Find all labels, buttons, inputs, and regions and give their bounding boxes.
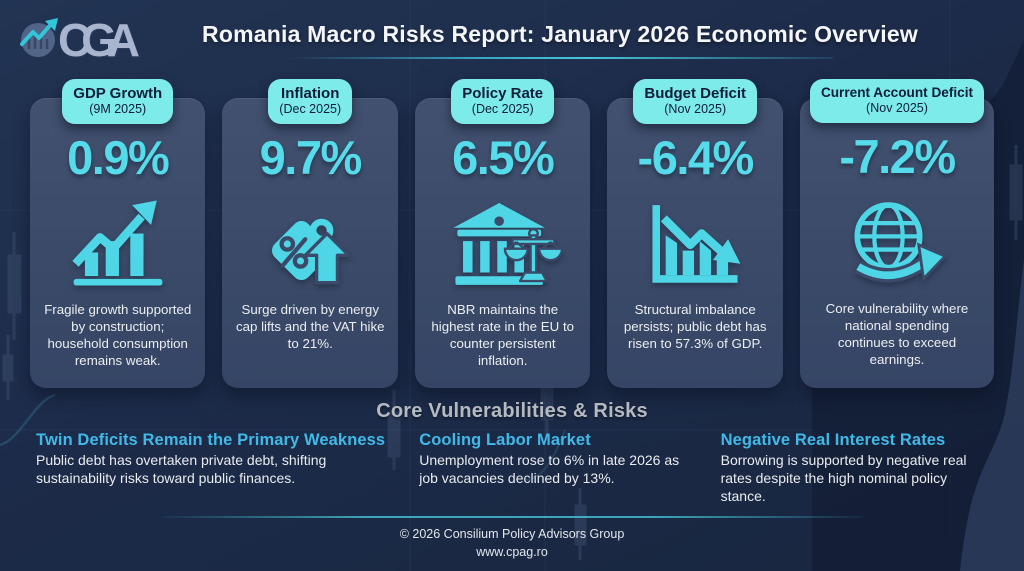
- metric-description: Structural imbalance persists; public de…: [623, 302, 767, 352]
- metric-period: (Nov 2025): [664, 102, 727, 117]
- copyright-text: © 2026 Consilium Policy Advisors Group: [399, 526, 625, 541]
- core-vulnerabilities-section: Core Vulnerabilities & Risks Twin Defici…: [0, 400, 1024, 506]
- metric-period: (Dec 2025): [471, 102, 534, 117]
- risk-item-negative-real-rates: Negative Real Interest Rates Borrowing i…: [721, 431, 988, 506]
- logo-monogram: CGA: [58, 14, 140, 66]
- metric-card-inflation: Inflation (Dec 2025) 9.7%: [222, 79, 398, 388]
- risk-text: Borrowing is supported by negative real …: [720, 452, 967, 504]
- metric-label-pill: Budget Deficit (Nov 2025): [633, 79, 758, 125]
- risk-text: Unemployment rose to 6% in late 2026 as …: [419, 452, 680, 486]
- metric-description: Core vulnerability where national spendi…: [825, 300, 969, 367]
- footer-divider: [162, 515, 862, 518]
- metric-card-gdp-growth: GDP Growth (9M 2025) 0.9% Fragile growth…: [30, 79, 206, 388]
- metric-value: 6.5%: [452, 131, 555, 185]
- logo-chart-arrow-icon: [20, 18, 58, 57]
- risk-title: Cooling Labor Market: [419, 431, 591, 449]
- metric-label-pill: Current Account Deficit (Nov 2025): [809, 79, 984, 123]
- metric-value: -7.2%: [839, 129, 956, 183]
- metric-description: Surge driven by energy cap lifts and the…: [235, 302, 385, 352]
- metric-cards-row: GDP Growth (9M 2025) 0.9% Fragile growth…: [0, 76, 1024, 388]
- metric-label: Inflation: [281, 85, 340, 102]
- central-bank-scales-icon: [444, 191, 562, 295]
- company-logo: CGA: [14, 17, 146, 63]
- metric-label: GDP Growth: [73, 85, 163, 102]
- risk-title: Twin Deficits Remain the Primary Weaknes…: [36, 431, 386, 449]
- header: CGA Romania Macro Risks Report: January …: [0, 0, 1024, 76]
- metric-label-pill: Inflation (Dec 2025): [268, 79, 353, 125]
- footer: © 2026 Consilium Policy Advisors Group w…: [0, 515, 1024, 561]
- metric-card-budget-deficit: Budget Deficit (Nov 2025) -6.4% Structur…: [607, 79, 783, 388]
- metric-value: 9.7%: [259, 131, 363, 185]
- declining-chart-arrow-icon: [643, 191, 747, 295]
- metric-description: Fragile growth supported by construction…: [44, 302, 192, 369]
- page-title: Romania Macro Risks Report: January 2026…: [202, 21, 918, 47]
- risk-item-twin-deficits: Twin Deficits Remain the Primary Weaknes…: [36, 431, 385, 506]
- metric-description: NBR maintains the highest rate in the EU…: [431, 302, 575, 369]
- metric-period: (Nov 2025): [866, 100, 928, 115]
- bar-chart-rising-arrow-icon: [66, 191, 170, 295]
- metric-label: Policy Rate: [462, 85, 544, 102]
- metric-label: Budget Deficit: [644, 85, 747, 102]
- risk-text: Public debt has overtaken private debt, …: [36, 452, 327, 486]
- metric-period: (Dec 2025): [279, 102, 342, 117]
- website-url: www.cpag.ro: [476, 544, 548, 559]
- price-tag-up-arrow-icon: [258, 191, 362, 295]
- risk-columns: Twin Deficits Remain the Primary Weaknes…: [0, 423, 1024, 506]
- risks-heading: Core Vulnerabilities & Risks: [376, 400, 648, 422]
- metric-label-pill: GDP Growth (9M 2025): [62, 79, 174, 125]
- risk-item-cooling-labor-market: Cooling Labor Market Unemployment rose t…: [419, 431, 686, 506]
- metric-card-policy-rate: Policy Rate (Dec 2025) 6.5%: [414, 79, 591, 388]
- risk-title: Negative Real Interest Rates: [720, 431, 946, 449]
- metric-label: Current Account Deficit: [820, 85, 973, 100]
- metric-value: -6.4%: [637, 131, 755, 185]
- metric-card-current-account-deficit: Current Account Deficit (Nov 2025) -7.2%: [799, 79, 994, 388]
- metric-label-pill: Policy Rate (Dec 2025): [451, 79, 555, 125]
- title-underline-decoration: [287, 57, 833, 59]
- metric-period: (9M 2025): [89, 102, 147, 117]
- globe-outflow-arrow-icon: [845, 190, 949, 294]
- metric-value: 0.9%: [67, 131, 170, 185]
